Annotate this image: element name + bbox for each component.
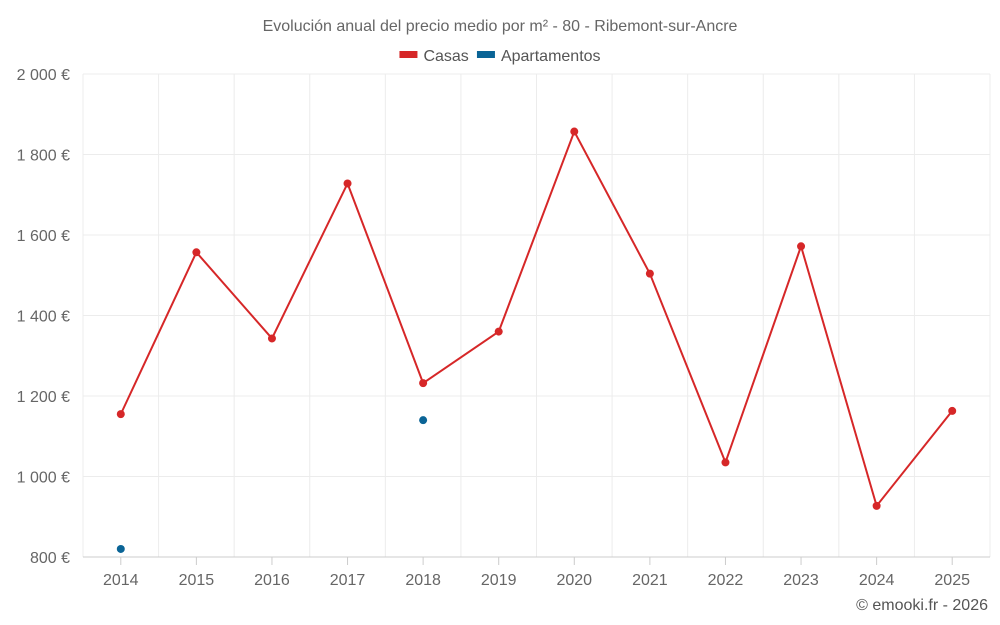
data-point[interactable] xyxy=(797,242,806,251)
chart-title: Evolución anual del precio medio por m² … xyxy=(263,18,738,35)
y-tick-label: 1 600 € xyxy=(17,228,70,245)
data-point[interactable] xyxy=(267,334,276,343)
y-tick-label: 1 200 € xyxy=(17,389,70,406)
x-tick-label: 2024 xyxy=(859,572,895,589)
data-point[interactable] xyxy=(948,406,957,415)
legend-item-apartamentos[interactable]: Apartamentos xyxy=(476,48,601,65)
x-tick-label: 2021 xyxy=(632,572,668,589)
legend-item-casas[interactable]: Casas xyxy=(399,48,469,65)
y-tick-label: 800 € xyxy=(30,550,70,567)
y-tick-label: 2 000 € xyxy=(17,67,70,84)
x-tick-label: 2025 xyxy=(934,572,970,589)
legend-label: Casas xyxy=(423,48,468,65)
data-point[interactable] xyxy=(343,179,352,188)
x-tick-label: 2020 xyxy=(556,572,592,589)
credit-text: © emooki.fr - 2026 xyxy=(856,597,988,614)
x-tick-label: 2018 xyxy=(405,572,441,589)
series-apartamentos xyxy=(116,416,428,553)
x-tick-label: 2016 xyxy=(254,572,290,589)
legend-swatch xyxy=(399,51,418,58)
data-point[interactable] xyxy=(116,410,125,419)
x-tick-label: 2015 xyxy=(179,572,215,589)
data-point[interactable] xyxy=(494,327,503,336)
data-point[interactable] xyxy=(721,458,730,467)
x-tick-label: 2022 xyxy=(708,572,744,589)
series-casas xyxy=(116,127,957,510)
data-point[interactable] xyxy=(872,501,881,510)
y-axis: 800 € 1 000 € 1 200 € 1 400 € 1 600 € 1 800 €… xyxy=(17,67,70,567)
y-tick-label: 1 000 € xyxy=(17,470,70,487)
legend-swatch xyxy=(476,51,495,58)
x-axis: 2014 2015 2016 2017 2018 2019 2020 2021 2022 2023… xyxy=(83,556,990,589)
data-point[interactable] xyxy=(419,416,428,425)
y-tick-label: 1 400 € xyxy=(17,309,70,326)
data-point[interactable] xyxy=(419,379,428,388)
series-layer xyxy=(116,127,957,553)
data-point[interactable] xyxy=(570,127,579,136)
data-point[interactable] xyxy=(116,544,125,553)
legend-label: Apartamentos xyxy=(501,48,601,65)
data-point[interactable] xyxy=(192,248,201,257)
x-tick-label: 2014 xyxy=(103,572,139,589)
y-tick-label: 1 800 € xyxy=(17,148,70,165)
series-line xyxy=(119,129,953,509)
x-tick-label: 2017 xyxy=(330,572,366,589)
data-point[interactable] xyxy=(645,269,654,278)
x-tick-label: 2023 xyxy=(783,572,819,589)
x-tick-label: 2019 xyxy=(481,572,517,589)
legend: Casas Apartamentos xyxy=(399,48,601,65)
grid xyxy=(82,73,991,557)
